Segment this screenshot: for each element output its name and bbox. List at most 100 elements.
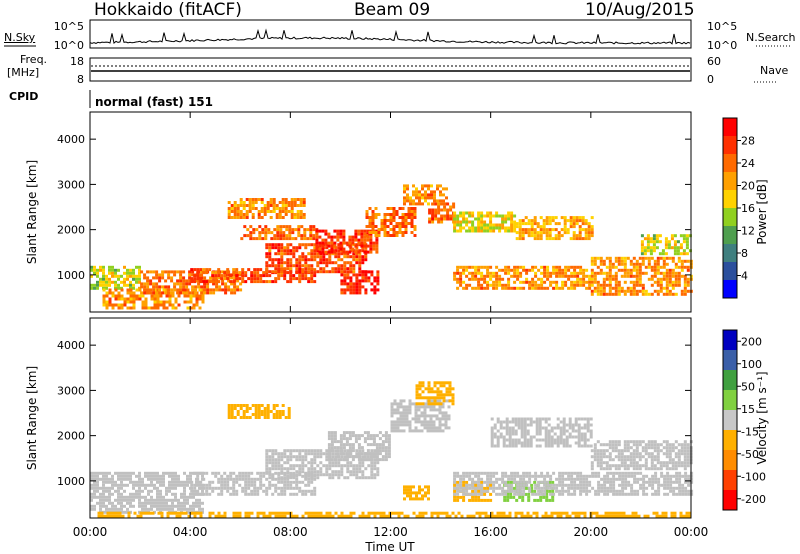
heatmap-cell (384, 455, 388, 459)
heatmap-cell (536, 231, 540, 235)
heatmap-cell (141, 489, 144, 493)
heatmap-cell (490, 429, 494, 433)
heatmap-cell (686, 283, 690, 287)
heatmap-cell (254, 198, 258, 201)
heatmap-cell (368, 222, 372, 225)
heatmap-cell (510, 477, 514, 481)
heatmap-cell (435, 408, 439, 412)
heatmap-cell (383, 216, 387, 219)
heatmap-cell (635, 464, 639, 468)
heatmap-cell (662, 259, 666, 263)
heatmap-cell (683, 449, 687, 453)
heatmap-cell (430, 514, 434, 518)
heatmap-cell (292, 277, 296, 281)
heatmap-cell (498, 492, 502, 496)
heatmap-cell (513, 474, 517, 478)
heatmap-cell (360, 452, 364, 456)
heatmap-cell (266, 210, 270, 213)
heatmap-cell (652, 240, 656, 244)
heatmap-cell (186, 477, 189, 481)
heatmap-cell (544, 514, 548, 518)
heatmap-cell (437, 202, 441, 206)
heatmap-cell (120, 507, 123, 511)
heatmap-cell (333, 446, 337, 450)
heatmap-cell (211, 471, 215, 475)
heatmap-cell (665, 274, 669, 278)
heatmap-cell (349, 261, 353, 265)
heatmap-cell (300, 237, 304, 241)
heatmap-cell (337, 252, 341, 256)
heatmap-cell (415, 202, 418, 206)
heatmap-cell (611, 449, 615, 453)
heatmap-cell (663, 477, 667, 481)
heatmap-cell (658, 234, 662, 238)
heatmap-cell (651, 474, 655, 478)
heatmap-cell (503, 495, 507, 499)
heatmap-cell (569, 219, 573, 223)
heatmap-cell (275, 213, 279, 216)
heatmap-cell (90, 265, 93, 269)
heatmap-cell (582, 477, 586, 481)
heatmap-cell (608, 467, 612, 471)
heatmap-cell (477, 226, 481, 230)
heatmap-cell (328, 473, 332, 477)
heatmap-cell (579, 486, 583, 490)
heatmap-cell (313, 492, 317, 496)
heatmap-cell (576, 486, 580, 490)
heatmap-cell (389, 216, 393, 219)
heatmap-cell (420, 405, 424, 409)
heatmap-cell (486, 280, 490, 284)
heatmap-cell (277, 467, 281, 471)
heatmap-cell (439, 384, 443, 388)
heatmap-cell (114, 489, 117, 493)
heatmap-cell (523, 441, 527, 445)
heatmap-cell (343, 270, 347, 274)
nave-label: Nave (760, 64, 789, 77)
heatmap-cell (232, 271, 236, 275)
heatmap-cell (352, 291, 356, 295)
heatmap-cell (192, 507, 195, 511)
heatmap-cell (620, 259, 624, 263)
heatmap-cell (367, 511, 371, 515)
heatmap-cell (103, 514, 107, 518)
heatmap-cell (614, 455, 618, 459)
heatmap-cell (590, 256, 594, 260)
heatmap-cell (575, 222, 579, 226)
heatmap-cell (171, 480, 174, 484)
heatmap-cell (283, 486, 287, 490)
heatmap-cell (387, 434, 391, 438)
heatmap-cell (400, 511, 404, 515)
heatmap-cell (165, 288, 169, 292)
heatmap-cell (188, 273, 192, 277)
heatmap-cell (289, 473, 293, 477)
heatmap-cell (310, 473, 314, 477)
heatmap-cell (193, 277, 197, 281)
heatmap-cell (501, 277, 505, 281)
heatmap-cell (318, 229, 322, 233)
heatmap-cell (386, 213, 390, 216)
heatmap-cell (421, 494, 424, 498)
heatmap-cell (283, 511, 287, 515)
heatmap-cell (680, 464, 684, 468)
heatmap-cell (334, 511, 338, 515)
heatmap-cell (646, 237, 650, 241)
heatmap-cell (537, 483, 541, 487)
heatmap-cell (589, 429, 593, 433)
heatmap-cell (328, 467, 332, 471)
heatmap-cell (678, 477, 682, 481)
heatmap-cell (519, 486, 523, 490)
heatmap-cell (274, 483, 278, 487)
heatmap-cell (153, 297, 157, 301)
heatmap-cell (499, 435, 503, 439)
heatmap-cell (304, 492, 308, 496)
heatmap-cell (363, 244, 367, 248)
heatmap-cell (239, 288, 243, 292)
nsky-trace (89, 28, 691, 45)
heatmap-cell (278, 410, 282, 413)
heatmap-cell (352, 464, 356, 468)
heatmap-cell (251, 201, 255, 204)
heatmap-cell (291, 228, 295, 232)
heatmap-cell (405, 420, 409, 424)
heatmap-cell (307, 477, 311, 481)
heatmap-cell (443, 208, 447, 212)
